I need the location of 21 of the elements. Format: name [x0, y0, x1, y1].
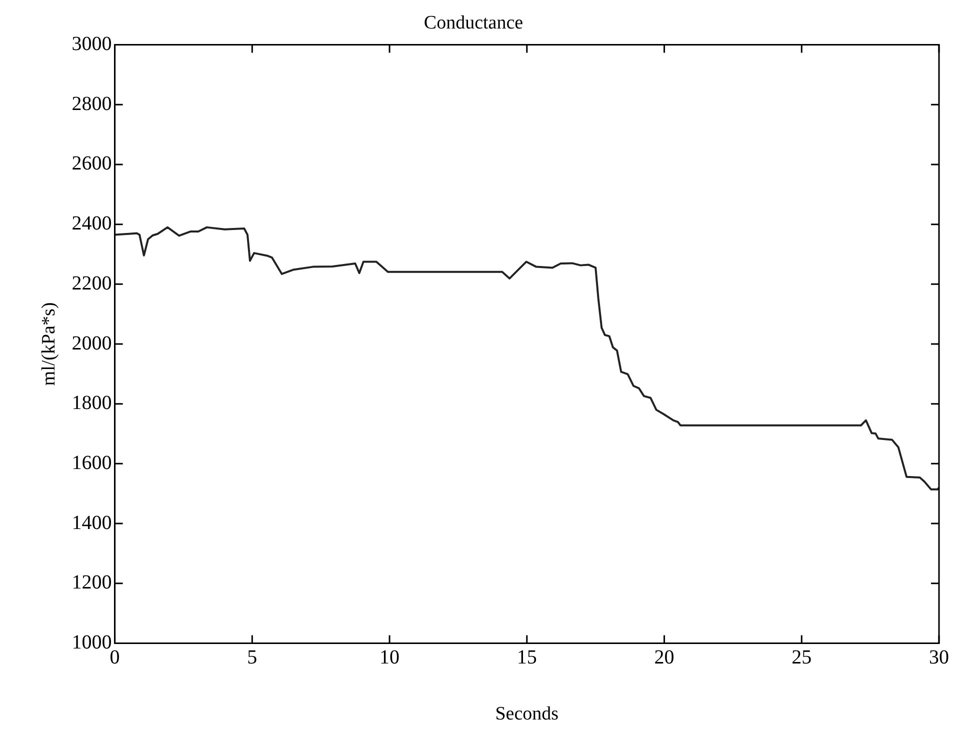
y-axis-title: ml/(kPa*s)	[38, 302, 60, 386]
x-tick-label: 0	[110, 646, 120, 668]
x-tick-label: 5	[247, 646, 258, 668]
chart-title: Conductance	[424, 12, 524, 34]
y-tick-label: 2600	[72, 152, 112, 175]
x-tick-label: 25	[792, 646, 812, 668]
y-tick-label: 1600	[72, 452, 112, 474]
y-tick-label: 1200	[72, 572, 112, 594]
y-tick-label: 2400	[72, 212, 112, 235]
x-tick-label: 10	[380, 646, 400, 668]
x-tick-label: 15	[516, 646, 537, 668]
x-tick-label: 20	[654, 646, 674, 668]
y-tick-label: 1400	[72, 512, 112, 534]
y-tick-label: 1000	[72, 631, 112, 654]
y-tick-label: 2200	[72, 272, 112, 294]
y-tick-label: 2000	[72, 332, 112, 354]
x-tick-label: 30	[929, 646, 949, 668]
y-tick-label: 2800	[72, 92, 112, 115]
y-tick-label: 1800	[72, 392, 112, 414]
x-axis-title: Seconds	[495, 704, 559, 725]
y-tick-label: 3000	[72, 33, 112, 56]
